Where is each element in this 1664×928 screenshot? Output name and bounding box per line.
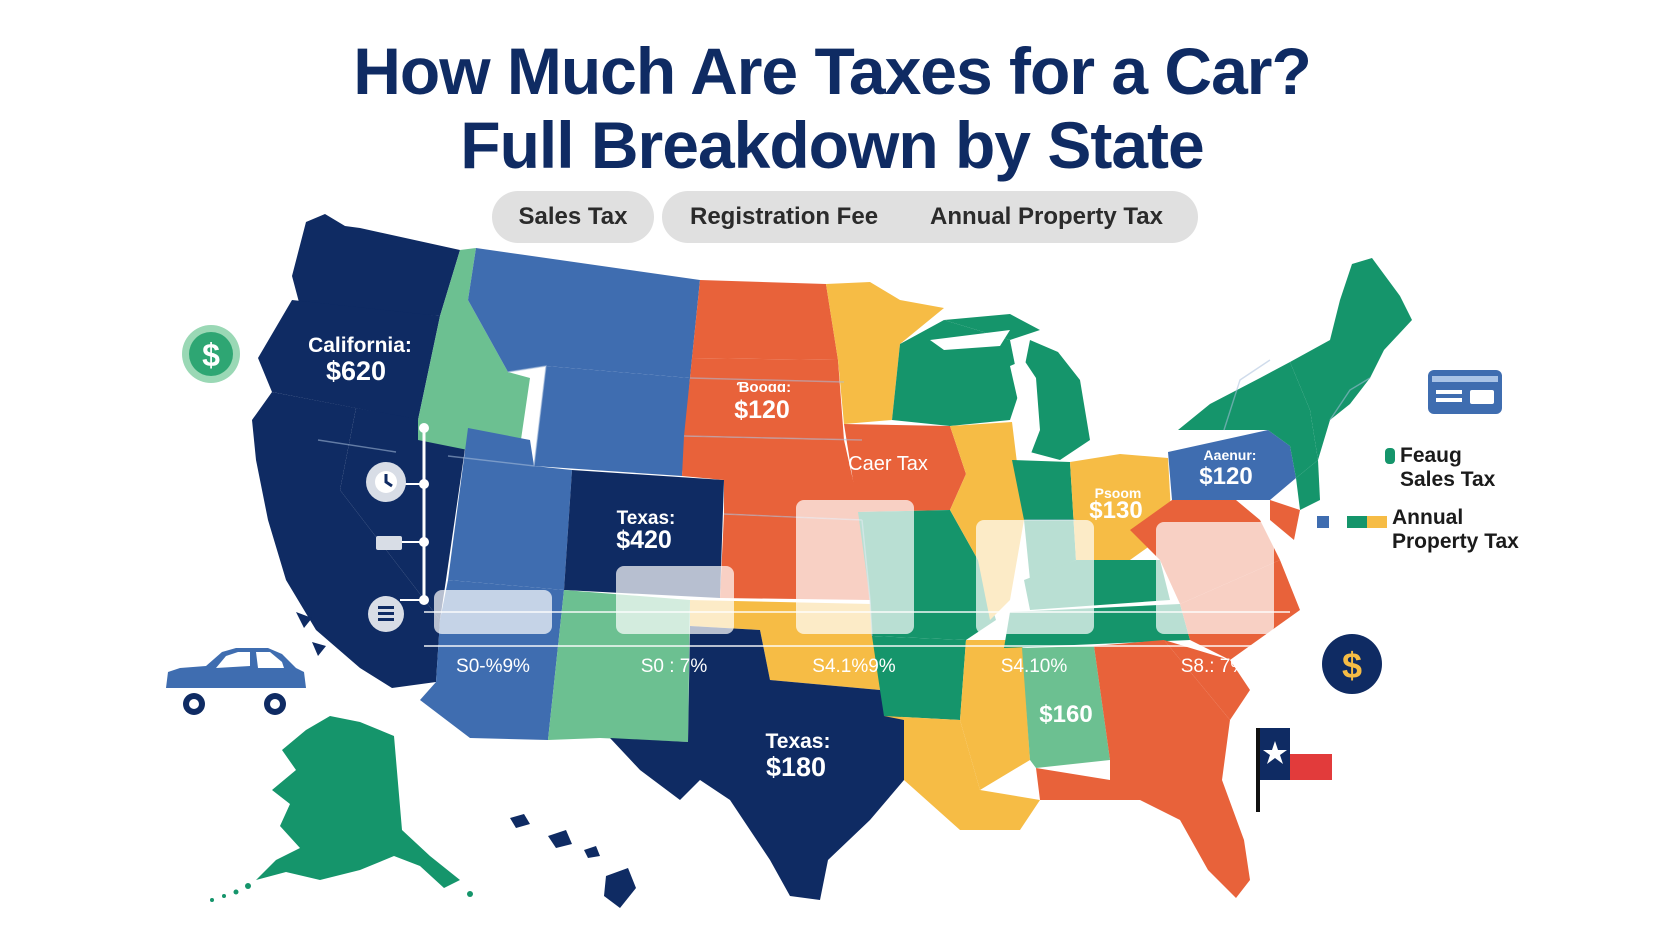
state-pennsylvania	[1168, 430, 1296, 500]
dollar-coin-green-icon: $	[182, 325, 240, 383]
state-new-jersey	[1296, 460, 1320, 510]
legend-item-1-line-2: Sales Tax	[1400, 468, 1496, 491]
legend-item-1: Feaug Sales Tax	[1400, 444, 1495, 492]
great-lakes	[930, 330, 1166, 456]
legend-item-2-line-2: Property Tax	[1392, 530, 1519, 553]
state-mississippi	[960, 640, 1030, 790]
timeline-icon-card	[376, 536, 402, 550]
rate-card-2	[616, 566, 734, 634]
state-nebraska	[682, 436, 862, 520]
legend-item-2-line-1: Annual	[1392, 506, 1464, 529]
dollar-coin-navy-icon: $	[1322, 634, 1382, 694]
texas-north-name: Texas:	[617, 508, 676, 529]
state-delaware	[1270, 500, 1300, 540]
credit-card-icon	[1428, 370, 1502, 414]
title-line-2: Full Breakdown by State	[460, 108, 1204, 182]
dakota-value: $120	[734, 396, 790, 424]
iowa-caption: Caer Tax	[848, 453, 928, 475]
state-louisiana	[884, 716, 1040, 830]
state-north-dakota	[692, 280, 838, 360]
state-michigan	[944, 314, 1090, 460]
california-name: California:	[308, 334, 412, 357]
svg-text:$: $	[1342, 645, 1362, 686]
state-new-york	[1178, 362, 1318, 478]
rate-label-1: S0-%9%	[456, 656, 530, 677]
penn-value: $120	[1199, 463, 1252, 490]
rate-label-3: S4.1%9%	[812, 656, 896, 677]
tab-annual-property-tax[interactable]: Annual Property Tax	[930, 203, 1163, 230]
state-utah	[448, 428, 572, 590]
california-value: $620	[326, 356, 386, 386]
car-icon	[166, 648, 306, 715]
tab-group: Registration Fee Annual Property Tax	[662, 191, 1198, 243]
rate-label-2: S0 : 7%	[641, 656, 708, 677]
state-new-england	[1290, 258, 1412, 460]
alabama-value: $160	[1039, 701, 1092, 728]
rate-label-4: S4.10%	[1001, 656, 1068, 677]
rate-card-3	[796, 500, 914, 634]
state-south-carolina	[1164, 640, 1250, 720]
state-minnesota	[826, 282, 944, 424]
state-alaska	[256, 716, 460, 888]
tab-sales-tax[interactable]: Sales Tax	[492, 191, 654, 243]
page-title: How Much Are Taxes for a Car? Full Break…	[0, 34, 1664, 182]
tab-registration-fee[interactable]: Registration Fee	[690, 203, 879, 230]
title-line-1: How Much Are Taxes for a Car?	[353, 34, 1312, 108]
state-washington	[292, 214, 460, 316]
rate-cards	[434, 500, 1274, 634]
state-texas	[610, 626, 904, 900]
legend-item-2: Annual Property Tax	[1392, 506, 1519, 554]
rate-card-4	[976, 520, 1094, 634]
state-wyoming	[534, 366, 690, 476]
state-alabama	[1022, 646, 1110, 768]
state-iowa	[844, 424, 966, 512]
channel-islands	[296, 612, 326, 656]
left-timeline	[400, 423, 429, 605]
penn-name: Aaenur:	[1204, 447, 1257, 463]
state-nevada	[340, 408, 468, 620]
timeline-icon-document	[368, 596, 404, 632]
state-idaho	[418, 248, 530, 460]
legend-swatches	[1317, 448, 1395, 528]
dakota-name: Ɓooɑɑ:	[737, 379, 791, 396]
legend-item-1-line-1: Feaug	[1400, 444, 1462, 467]
state-montana	[468, 248, 700, 378]
alaska-islands	[210, 883, 473, 902]
ohio-name: Psoom	[1095, 485, 1142, 501]
ohio-value: $130	[1089, 497, 1142, 524]
state-florida	[1036, 768, 1250, 898]
state-oregon	[258, 300, 440, 420]
state-hawaii	[510, 814, 636, 908]
state-arkansas	[872, 636, 966, 720]
texas-north-value: $420	[616, 526, 672, 554]
timeline-icon-clock	[366, 462, 406, 502]
texas-value: $180	[766, 752, 826, 782]
state-georgia	[1094, 640, 1230, 780]
rate-card-5	[1156, 522, 1274, 634]
rate-label-5: S8.: 7%	[1181, 656, 1248, 677]
texas-flag-icon	[1256, 728, 1332, 812]
texas-name: Texas:	[766, 730, 831, 753]
svg-text:$: $	[202, 337, 220, 373]
guide-lines	[424, 611, 1290, 647]
